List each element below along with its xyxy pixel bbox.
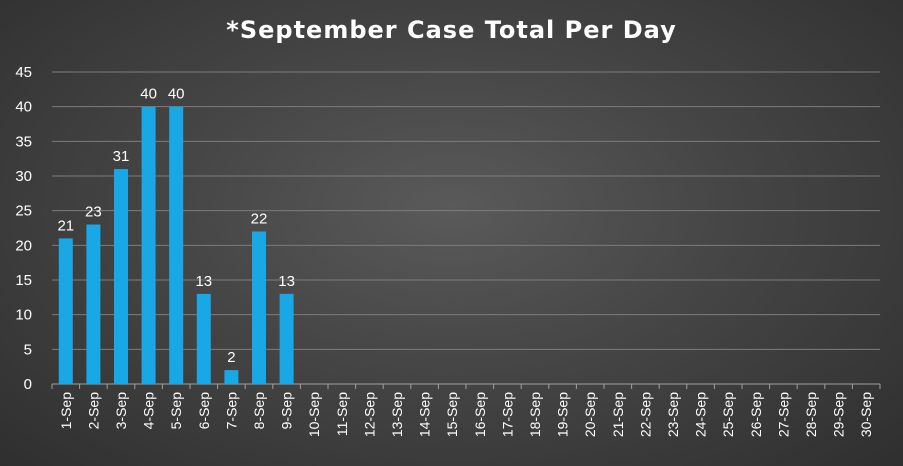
x-tick-label: 8-Sep xyxy=(251,392,267,430)
y-tick-label: 35 xyxy=(15,133,32,150)
bar xyxy=(169,106,184,385)
bar xyxy=(58,238,73,384)
x-tick-label: 17-Sep xyxy=(499,392,515,437)
x-tick-label: 15-Sep xyxy=(444,392,460,437)
x-tick-label: 28-Sep xyxy=(803,392,819,437)
y-tick-label: 0 xyxy=(24,376,32,393)
chart-title: *September Case Total Per Day xyxy=(226,16,677,44)
x-tick-label: 21-Sep xyxy=(610,392,626,437)
data-label: 23 xyxy=(85,204,102,221)
data-label: 22 xyxy=(251,210,268,227)
x-tick-label: 20-Sep xyxy=(582,392,598,437)
x-tick-label: 16-Sep xyxy=(472,392,488,437)
data-label: 31 xyxy=(113,148,130,165)
data-label: 40 xyxy=(168,86,185,103)
data-label: 13 xyxy=(278,273,295,290)
bar xyxy=(86,224,101,384)
data-label: 2 xyxy=(227,349,235,366)
x-tick-label: 11-Sep xyxy=(334,392,350,436)
bar xyxy=(252,231,266,384)
x-tick-label: 30-Sep xyxy=(858,392,874,437)
x-tick-label: 14-Sep xyxy=(417,392,433,437)
x-tick-label: 10-Sep xyxy=(306,392,322,437)
data-label: 21 xyxy=(57,217,74,234)
x-tick-label: 23-Sep xyxy=(665,392,681,437)
x-tick-label: 29-Sep xyxy=(831,392,847,437)
x-tick-label: 4-Sep xyxy=(141,392,157,430)
bar xyxy=(141,106,156,385)
bar xyxy=(114,169,128,384)
y-tick-label: 40 xyxy=(15,99,32,116)
data-label: 40 xyxy=(140,86,157,103)
x-tick-label: 7-Sep xyxy=(223,392,239,430)
bar xyxy=(224,370,239,384)
x-tick-label: 18-Sep xyxy=(527,392,543,437)
x-tick-label: 9-Sep xyxy=(279,392,295,430)
bar xyxy=(196,293,211,384)
y-tick-label: 15 xyxy=(15,272,32,289)
x-tick-label: 1-Sep xyxy=(58,392,74,430)
x-tick-label: 24-Sep xyxy=(693,392,709,437)
x-tick-label: 6-Sep xyxy=(196,392,212,430)
y-tick-label: 30 xyxy=(15,168,32,185)
x-tick-label: 12-Sep xyxy=(361,392,377,437)
x-tick-label: 3-Sep xyxy=(113,392,129,430)
x-tick-label: 5-Sep xyxy=(168,392,184,430)
x-tick-label: 19-Sep xyxy=(555,392,571,437)
x-tick-label: 22-Sep xyxy=(637,392,653,437)
y-tick-label: 25 xyxy=(15,203,32,220)
y-tick-label: 20 xyxy=(15,237,32,254)
x-tick-label: 26-Sep xyxy=(748,392,764,437)
y-tick-label: 45 xyxy=(15,64,32,81)
x-tick-label: 27-Sep xyxy=(775,392,791,437)
x-tick-label: 13-Sep xyxy=(389,392,405,437)
bar xyxy=(279,293,294,384)
x-tick-label: 2-Sep xyxy=(85,392,101,430)
y-tick-label: 5 xyxy=(24,341,32,358)
data-label: 13 xyxy=(195,273,212,290)
x-tick-label: 25-Sep xyxy=(720,392,736,437)
y-tick-label: 10 xyxy=(15,307,32,324)
